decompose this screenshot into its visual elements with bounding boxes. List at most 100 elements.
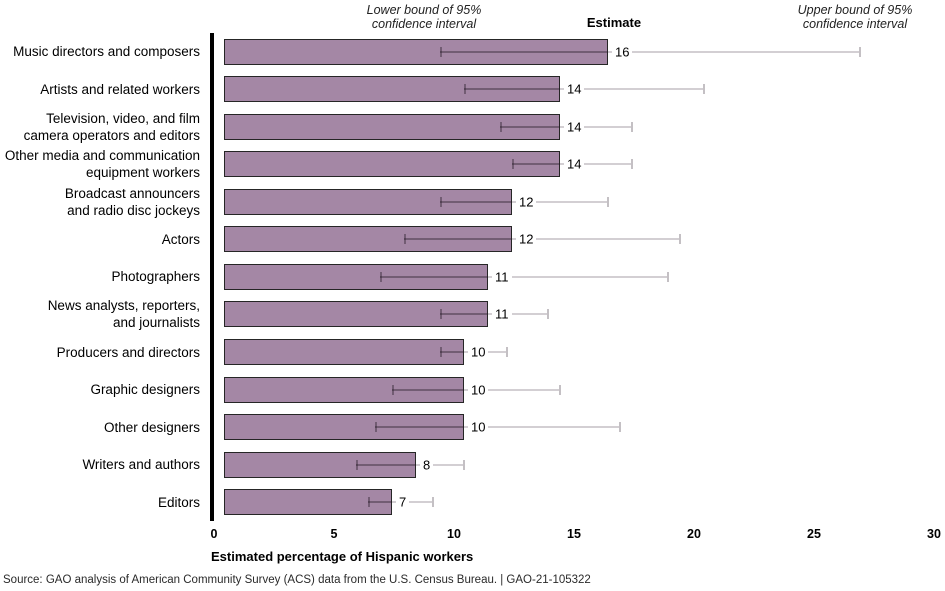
category-label: News analysts, reporters, and journalist… [47, 298, 200, 331]
ci-upper-cap [631, 121, 633, 132]
plot-cell: 14 [224, 108, 944, 146]
plot-cell: 14 [224, 71, 944, 109]
plot-cell: 7 [224, 483, 944, 521]
ci-lower-cap [392, 384, 394, 395]
ci-line-lower [375, 426, 464, 429]
chart-row: Broadcast announcers and radio disc jock… [0, 183, 945, 221]
ci-lower-cap [404, 234, 406, 245]
estimate-bar [224, 76, 560, 103]
estimate-value-label: 7 [396, 494, 410, 510]
chart-row: Television, video, and film camera opera… [0, 108, 945, 146]
ci-line-upper [560, 88, 704, 91]
plot-cell: 11 [224, 258, 944, 296]
ci-lower-cap [380, 271, 382, 282]
ci-line-lower [440, 50, 608, 53]
estimate-bar [224, 263, 488, 290]
estimate-value-label: 11 [492, 306, 512, 322]
plot-cell: 10 [224, 408, 944, 446]
ci-line-upper [488, 275, 668, 278]
category-label: Broadcast announcers and radio disc jock… [64, 185, 200, 218]
legend-estimate-label: Estimate [586, 15, 642, 30]
plot-cell: 14 [224, 146, 944, 184]
x-tick-label: 30 [927, 527, 941, 541]
estimate-value-label: 12 [516, 194, 537, 210]
ci-upper-cap [606, 196, 609, 207]
estimate-bar [224, 151, 560, 178]
ci-line-lower [464, 88, 560, 91]
category-label: Other designers [103, 419, 200, 435]
category-label: Editors [157, 494, 200, 510]
plot-cell: 12 [224, 183, 944, 221]
ci-upper-cap [506, 347, 509, 358]
ci-line-upper [560, 125, 632, 128]
chart-row: Writers and authors 8 [0, 446, 945, 484]
category-label: Graphic designers [90, 382, 200, 398]
ci-lower-cap [440, 347, 442, 358]
x-axis-title: Estimated percentage of Hispanic workers [211, 549, 474, 564]
ci-upper-cap [619, 422, 621, 433]
estimate-value-label: 10 [467, 344, 489, 360]
ci-line-lower [392, 388, 464, 391]
chart-row: Graphic designers 10 [0, 371, 945, 409]
estimate-bar [224, 339, 464, 366]
y-axis-line [210, 33, 214, 521]
x-tick-label: 5 [330, 527, 338, 541]
chart-row: News analysts, reporters, and journalist… [0, 296, 945, 334]
ci-upper-cap [702, 84, 705, 95]
ci-lower-cap [368, 497, 370, 508]
category-label: Photographers [111, 269, 200, 285]
category-label: Actors [161, 231, 200, 247]
estimate-value-label: 14 [564, 119, 585, 135]
estimate-value-label: 8 [419, 457, 434, 473]
plot-cell: 11 [224, 296, 944, 334]
ci-upper-cap [431, 497, 434, 508]
estimate-value-label: 11 [492, 269, 512, 285]
plot-cell: 10 [224, 371, 944, 409]
x-tick-label: 10 [447, 527, 461, 541]
estimate-value-label: 10 [467, 382, 489, 398]
ci-line-upper [512, 200, 608, 203]
ci-line-lower [440, 200, 512, 203]
estimate-value-label: 10 [467, 419, 489, 435]
category-label: Producers and directors [56, 344, 200, 360]
ci-line-lower [356, 463, 416, 466]
estimate-bar [224, 226, 512, 253]
ci-line-lower [440, 313, 488, 316]
category-label: Music directors and composers [13, 44, 200, 60]
chart-row: Actors 12 [0, 221, 945, 259]
chart-row: Other designers 10 [0, 408, 945, 446]
estimate-bar [224, 489, 392, 516]
ci-upper-cap [462, 459, 465, 470]
chart-row: Artists and related workers 14 [0, 71, 945, 109]
x-tick-label: 25 [807, 527, 821, 541]
legend-lower-bound-label: Lower bound of 95% confidence interval [366, 3, 482, 31]
ci-line-upper [416, 463, 464, 466]
estimate-bar [224, 451, 416, 478]
ci-line-lower [404, 238, 512, 241]
plot-cell: 10 [224, 333, 944, 371]
ci-lower-cap [375, 422, 378, 433]
plot-cell: 8 [224, 446, 944, 484]
legend-upper-bound-label: Upper bound of 95% confidence interval [797, 3, 913, 31]
chart-row: Other media and communication equipment … [0, 146, 945, 184]
x-tick-label: 15 [567, 527, 581, 541]
ci-line-upper [488, 313, 548, 316]
plot-cell: 12 [224, 221, 944, 259]
ci-upper-cap [679, 234, 681, 245]
x-tick-label: 20 [687, 527, 701, 541]
source-note: Source: GAO analysis of American Communi… [3, 574, 591, 586]
category-label: Writers and authors [82, 457, 200, 473]
estimate-value-label: 16 [611, 44, 633, 60]
ci-lower-cap [512, 159, 514, 170]
category-label: Other media and communication equipment … [4, 148, 200, 181]
estimate-bar [224, 188, 512, 215]
estimate-bar [224, 113, 560, 140]
x-axis-ticks: 0 5 10 15 20 25 30 [211, 527, 941, 541]
estimate-bar [224, 376, 464, 403]
ci-upper-cap [667, 271, 669, 282]
estimate-bar [224, 301, 488, 328]
ci-line-lower [440, 351, 464, 354]
chart-rows: Music directors and composers 16 Artists a… [0, 33, 945, 521]
ci-line-lower [368, 501, 392, 504]
